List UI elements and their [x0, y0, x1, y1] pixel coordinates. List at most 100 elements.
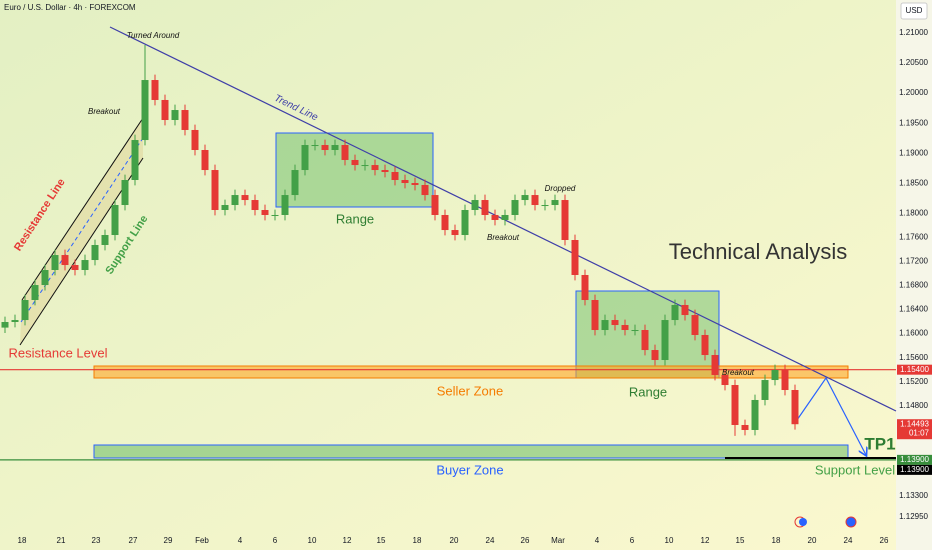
x-tick-label: 27 — [129, 536, 138, 545]
candle-body — [81, 260, 89, 271]
candle-body — [221, 205, 229, 211]
y-tick-label: 1.17600 — [899, 233, 928, 242]
candle-body — [501, 214, 509, 220]
candle-body — [121, 180, 129, 206]
seller-zone — [93, 365, 849, 379]
candle-body — [571, 240, 579, 275]
candle-body — [271, 214, 279, 216]
candle-body — [1, 322, 9, 328]
buyer-zone — [93, 444, 849, 459]
y-tick-label: 1.16800 — [899, 281, 928, 290]
candle-body — [711, 355, 719, 375]
candle-body — [561, 200, 569, 241]
candle-body — [161, 99, 169, 121]
y-tick-label: 1.20000 — [899, 88, 928, 97]
candle-body — [331, 145, 339, 151]
price-label-box — [897, 464, 932, 475]
candle-body — [771, 369, 779, 381]
candle-body — [281, 195, 289, 215]
y-tick-label: 1.20500 — [899, 58, 928, 67]
chart-title: Euro / U.S. Dollar · 4h · FOREXCOM — [4, 3, 136, 12]
candle-body — [391, 172, 399, 181]
candle-body — [291, 170, 299, 196]
annotation: Seller Zone — [437, 383, 503, 398]
x-tick-label: 24 — [486, 536, 495, 545]
price-label-box — [897, 454, 932, 465]
candle-body — [461, 210, 469, 236]
candle-body — [11, 320, 19, 323]
price-label: 1.14493 — [900, 419, 929, 428]
x-tick-label: 12 — [701, 536, 710, 545]
candle-body — [411, 183, 419, 185]
candle-body — [731, 385, 739, 425]
candle-body — [741, 424, 749, 430]
candle-body — [661, 320, 669, 361]
candle-body — [531, 195, 539, 206]
annotation: Range — [629, 384, 667, 399]
candle-body — [481, 200, 489, 215]
annotation: Breakout — [722, 368, 755, 377]
candle-body — [701, 334, 709, 356]
candle-body — [781, 369, 789, 391]
candle-body — [311, 145, 319, 147]
candle-body — [791, 390, 799, 425]
candle-body — [521, 195, 529, 201]
x-tick-label: 12 — [343, 536, 352, 545]
price-label-box — [897, 364, 932, 375]
x-tick-label: 4 — [595, 536, 600, 545]
y-tick-label: 1.21000 — [899, 28, 928, 37]
x-tick-label: 23 — [92, 536, 101, 545]
price-label: 1.13900 — [900, 465, 929, 474]
candle-body — [491, 214, 499, 220]
y-tick-label: 1.15600 — [899, 353, 928, 362]
currency-box — [900, 2, 928, 20]
x-tick-label: 15 — [736, 536, 745, 545]
candle-body — [141, 80, 149, 141]
y-tick-label: 1.16000 — [899, 329, 928, 338]
y-tick-label: 1.13300 — [899, 491, 928, 500]
candle-body — [381, 170, 389, 173]
candle-body — [91, 244, 99, 261]
y-tick-label: 1.17200 — [899, 257, 928, 266]
candle-body — [611, 320, 619, 326]
candle-body — [241, 195, 249, 201]
y-tick-label: 1.19000 — [899, 148, 928, 157]
y-tick-label: 1.18500 — [899, 178, 928, 187]
candle-body — [551, 200, 559, 206]
candle-body — [51, 255, 59, 271]
candle-body — [231, 195, 239, 206]
y-tick-label: 1.18000 — [899, 208, 928, 217]
x-tick-label: 20 — [450, 536, 459, 545]
annotation: Turned Around — [127, 31, 180, 40]
candle-body — [671, 304, 679, 321]
candle-body — [181, 110, 189, 130]
candle-body — [761, 380, 769, 400]
annotation: Range — [336, 211, 374, 226]
candle-body — [61, 255, 69, 266]
candle-body — [131, 140, 139, 181]
candle-body — [111, 205, 119, 236]
currency: USD — [906, 6, 923, 15]
candle-body — [401, 180, 409, 184]
candle-body — [581, 274, 589, 301]
x-tick-label: 6 — [630, 536, 635, 545]
price-label-box — [897, 419, 932, 440]
candle-body — [101, 235, 109, 245]
candle-body — [341, 145, 349, 160]
x-tick-label: 10 — [665, 536, 674, 545]
candle-body — [321, 145, 329, 151]
y-tick-label: 1.16400 — [899, 305, 928, 314]
candles — [1, 45, 799, 436]
x-tick-label: 18 — [18, 536, 27, 545]
y-tick-label: 1.15200 — [899, 377, 928, 386]
candle-body — [511, 200, 519, 215]
annotation: TP1 — [864, 434, 895, 453]
price-label: 1.13900 — [900, 455, 929, 464]
projection — [796, 376, 866, 455]
candle-body — [371, 165, 379, 171]
annotation: Breakout — [487, 233, 520, 242]
levels — [0, 369, 896, 461]
candle-body — [191, 129, 199, 151]
candle-body — [301, 145, 309, 171]
